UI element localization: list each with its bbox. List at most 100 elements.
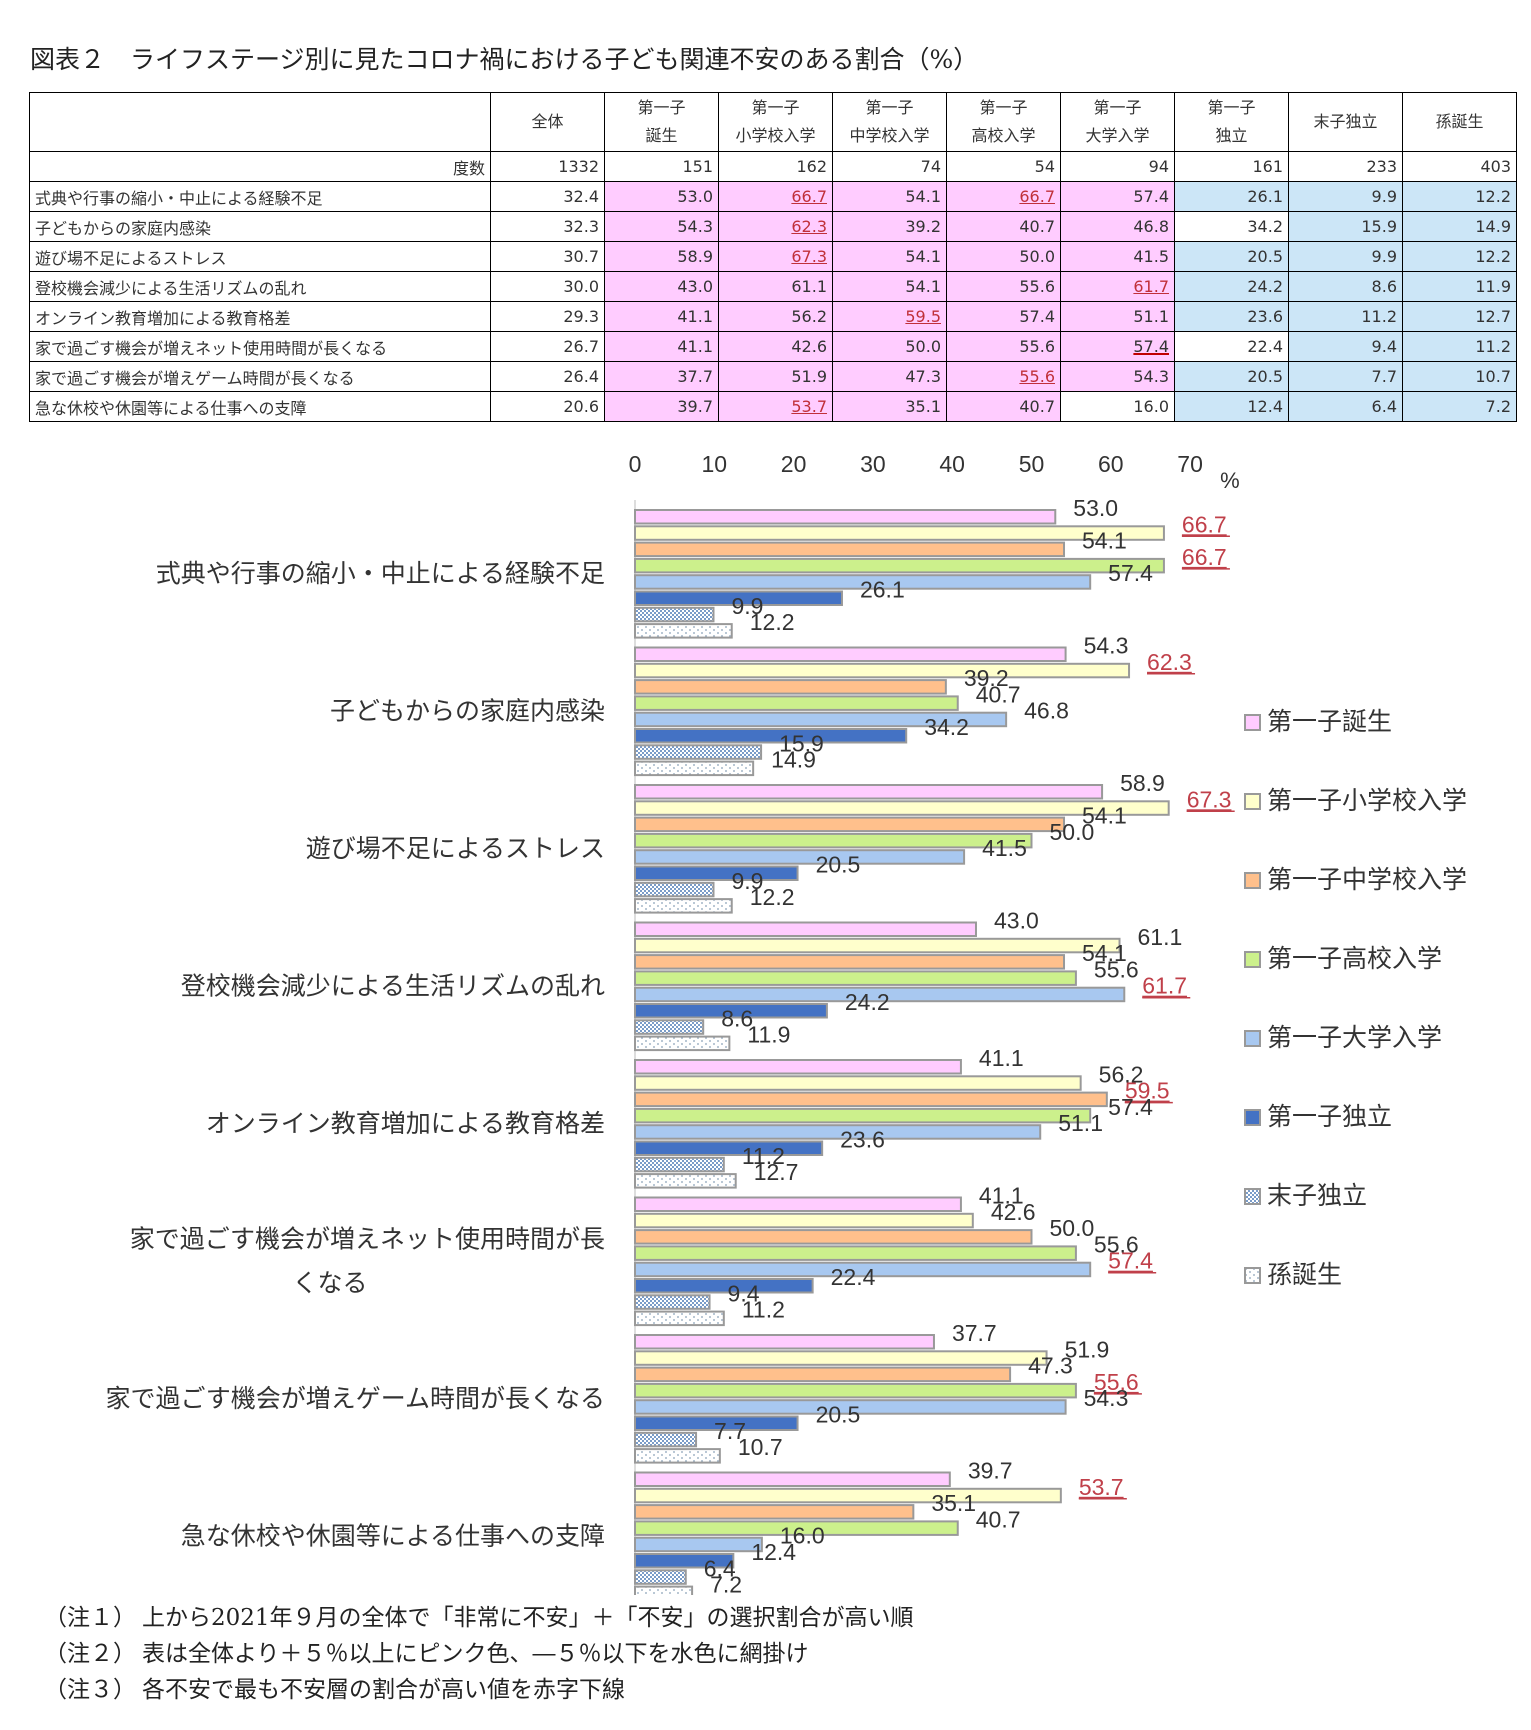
bar bbox=[634, 1019, 705, 1035]
n-value-cell: 74 bbox=[832, 151, 947, 182]
value-cell: 66.7 bbox=[718, 181, 833, 212]
bar bbox=[634, 557, 1165, 574]
column-header: 孫誕生 bbox=[1402, 92, 1517, 152]
legend-swatch bbox=[1244, 1267, 1261, 1284]
column-header: 第一子 中学校入学 bbox=[832, 92, 947, 152]
bar bbox=[634, 590, 843, 606]
value-cell: 7.2 bbox=[1402, 391, 1517, 422]
column-header-line1: 第一子 bbox=[751, 98, 800, 117]
value-cell: 56.2 bbox=[718, 301, 833, 332]
value-cell: 12.4 bbox=[1174, 391, 1289, 422]
value-cell: 16.0 bbox=[1060, 391, 1175, 422]
bar bbox=[634, 1091, 1108, 1108]
bar bbox=[634, 1504, 915, 1520]
row-label-cell: 式典や行事の縮小・中止による経験不足 bbox=[29, 181, 491, 212]
value-cell: 37.7 bbox=[604, 361, 719, 392]
bar bbox=[634, 1294, 711, 1310]
column-header-line1: 第一子 bbox=[1207, 98, 1256, 117]
data-label: 9.9 bbox=[732, 593, 764, 619]
column-header: 全体 bbox=[490, 92, 605, 152]
data-label: 20.5 bbox=[816, 852, 861, 878]
bar bbox=[634, 695, 959, 711]
table-n-row: 度数 1332 151 162 74 54 94 161 233 403 bbox=[29, 151, 1517, 182]
data-label: 47.3 bbox=[1028, 1353, 1073, 1379]
bar bbox=[634, 784, 1104, 800]
value-cell: 61.7 bbox=[1060, 271, 1175, 302]
x-tick-label: 10 bbox=[702, 451, 728, 477]
legend-swatch bbox=[1244, 793, 1261, 810]
data-label: 12.7 bbox=[754, 1159, 799, 1185]
bar bbox=[634, 1140, 824, 1156]
category-label: 遊び場不足によるストレス bbox=[306, 834, 605, 863]
value-cell: 43.0 bbox=[604, 271, 719, 302]
x-tick-label: 60 bbox=[1098, 451, 1124, 477]
bar bbox=[634, 1471, 951, 1487]
data-label: 23.6 bbox=[840, 1127, 885, 1153]
bar bbox=[634, 986, 1126, 1003]
bar bbox=[634, 1278, 814, 1294]
data-label: 57.4 bbox=[1108, 1094, 1153, 1120]
column-header-line1: 第一子 bbox=[865, 98, 914, 117]
note-text: 各不安で最も不安層の割合が高い値を赤字下線 bbox=[142, 1677, 625, 1703]
column-header-line1: 第一子 bbox=[979, 98, 1028, 117]
data-label: 59.5 bbox=[1125, 1078, 1170, 1104]
value-cell: 51.1 bbox=[1060, 301, 1175, 332]
x-tick-label: 70 bbox=[1177, 451, 1203, 477]
column-header-line1: 末子独立 bbox=[1313, 112, 1378, 131]
data-label: 58.9 bbox=[1120, 770, 1165, 796]
column-header-line1: 孫誕生 bbox=[1435, 112, 1484, 131]
data-label: 16.0 bbox=[780, 1523, 825, 1549]
category-label: くなる bbox=[292, 1268, 367, 1297]
table-row: オンライン教育増加による教育格差 29.3 41.1 56.2 59.5 57.4 51.1… bbox=[29, 301, 1517, 332]
data-label: 61.1 bbox=[1138, 924, 1183, 950]
data-label: 40.7 bbox=[976, 1506, 1021, 1532]
bar bbox=[634, 1229, 1033, 1245]
legend-swatch bbox=[1244, 951, 1261, 968]
value-cell: 24.2 bbox=[1174, 271, 1289, 302]
value-cell: 53.0 bbox=[604, 181, 719, 212]
row-label-cell: 遊び場不足によるストレス bbox=[29, 241, 491, 272]
data-label: 35.1 bbox=[931, 1490, 976, 1516]
data-label: 54.3 bbox=[1084, 1385, 1129, 1411]
data-label: 34.2 bbox=[924, 714, 969, 740]
bar bbox=[634, 1487, 1062, 1504]
value-cell: 57.4 bbox=[1060, 331, 1175, 362]
data-label: 61.7 bbox=[1142, 973, 1187, 999]
category-label: 式典や行事の縮小・中止による経験不足 bbox=[156, 559, 605, 588]
data-label: 54.3 bbox=[1084, 633, 1129, 659]
data-label: 11.9 bbox=[747, 1022, 790, 1048]
value-cell: 34.2 bbox=[1174, 211, 1289, 242]
category-label: 登校機会減少による生活リズムの乱れ bbox=[181, 971, 605, 1000]
column-header: 第一子 高校入学 bbox=[946, 92, 1061, 152]
x-tick-label: 0 bbox=[629, 451, 642, 477]
column-header: 第一子 独立 bbox=[1174, 92, 1289, 152]
value-cell: 12.2 bbox=[1402, 241, 1517, 272]
data-label: 10.7 bbox=[738, 1434, 783, 1460]
table-row: 急な休校や休園等による仕事への支障 20.6 39.7 53.7 35.1 40.7 16.… bbox=[29, 391, 1517, 422]
note-line: （注３） 各不安で最も不安層の割合が高い値を赤字下線 bbox=[44, 1672, 914, 1708]
bar bbox=[634, 1366, 1012, 1383]
value-cell: 51.9 bbox=[718, 361, 833, 392]
bar bbox=[634, 1156, 725, 1173]
value-cell: 10.7 bbox=[1402, 361, 1517, 392]
data-label: 37.7 bbox=[952, 1320, 997, 1346]
value-cell: 9.4 bbox=[1288, 331, 1403, 362]
data-label: 26.1 bbox=[860, 577, 905, 603]
x-tick-label: 20 bbox=[781, 451, 807, 477]
bar bbox=[634, 800, 1170, 816]
row-label-cell: 登校機会減少による生活リズムの乱れ bbox=[29, 271, 491, 302]
value-cell: 12.2 bbox=[1402, 181, 1517, 212]
category-label: 家で過ごす機会が増えゲーム時間が長くなる bbox=[105, 1384, 605, 1413]
bar bbox=[634, 1107, 1092, 1124]
x-tick-label: 50 bbox=[1019, 451, 1045, 477]
row-label-cell: オンライン教育増加による教育格差 bbox=[29, 301, 491, 332]
bar bbox=[634, 711, 1008, 728]
data-label: 54.1 bbox=[1082, 940, 1127, 966]
data-label: 9.4 bbox=[728, 1280, 760, 1306]
table-row: 家で過ごす機会が増えゲーム時間が長くなる 26.4 37.7 51.9 47.3 55.6… bbox=[29, 361, 1517, 392]
data-label: 53.7 bbox=[1079, 1474, 1124, 1500]
data-label: 39.2 bbox=[964, 665, 1009, 691]
value-cell: 58.9 bbox=[604, 241, 719, 272]
value-cell: 39.2 bbox=[832, 211, 947, 242]
legend-label: 第一子独立 bbox=[1267, 1102, 1392, 1131]
